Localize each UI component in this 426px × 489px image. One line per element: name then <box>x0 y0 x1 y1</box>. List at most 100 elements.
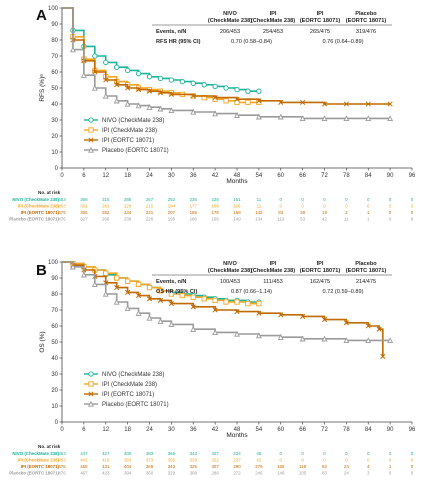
risk-value: 246 <box>255 471 263 476</box>
risk-value: 0 <box>323 204 326 209</box>
risk-value: 207 <box>168 210 176 215</box>
censor-mark <box>277 113 284 120</box>
table-cell: 0.70 (0.58–0.84) <box>231 39 272 45</box>
risk-value: 0 <box>389 217 392 222</box>
legend-marker <box>88 137 94 143</box>
x-tick-label: 60 <box>277 427 284 433</box>
risk-row-label: Placebo (EORTC 18071) <box>9 471 59 476</box>
table-col-header: IPI <box>317 261 324 267</box>
censor-mark <box>223 299 229 305</box>
censor-mark <box>245 88 251 94</box>
censor-mark <box>102 92 109 99</box>
censor-mark <box>234 299 240 305</box>
risk-value: 453 <box>58 458 66 463</box>
risk-value: 0 <box>389 451 392 456</box>
y-tick-label: 50 <box>51 340 58 346</box>
legend-marker <box>88 391 94 397</box>
risk-value: 427 <box>102 451 110 456</box>
table-row-label: OS HR (95% CI) <box>156 289 197 295</box>
x-tick-label: 6 <box>82 173 86 179</box>
censor-mark <box>321 115 328 122</box>
censor-mark <box>190 80 196 86</box>
risk-value: 267 <box>146 197 154 202</box>
risk-value: 0 <box>389 197 392 202</box>
risk-value: 42 <box>322 217 327 222</box>
risk-row-label: IPI (EORTC 18071) <box>21 464 60 469</box>
censor-mark <box>146 284 153 291</box>
censor-mark <box>245 99 251 106</box>
risk-value: 366 <box>168 451 176 456</box>
summary-table: NIVO(CheckMate 238)IPI(CheckMate 238)IPI… <box>152 261 392 295</box>
risk-value: 476 <box>58 471 66 476</box>
table-cell: 214/475 <box>356 279 376 285</box>
risk-row-label: NIVO (CheckMate 238) <box>12 197 59 202</box>
series-line <box>62 261 384 357</box>
x-axis-label: Months <box>226 432 248 439</box>
risk-value: 321 <box>80 204 88 209</box>
censor-mark <box>179 78 185 85</box>
risk-value: 252 <box>168 197 176 202</box>
censor-mark <box>256 310 262 316</box>
x-tick-label: 90 <box>387 427 394 433</box>
risk-value: 234 <box>233 451 241 456</box>
censor-mark <box>124 67 131 74</box>
risk-value: 53 <box>300 217 305 222</box>
risk-row-label: IPI (EORTC 18071) <box>21 210 60 215</box>
risk-value: 0 <box>367 451 370 456</box>
risk-value: 373 <box>146 458 154 463</box>
censor-mark <box>103 59 109 66</box>
censor-mark <box>255 332 262 339</box>
censor-mark <box>103 77 109 83</box>
x-tick-label: 78 <box>343 173 350 179</box>
censor-mark <box>157 90 163 96</box>
risk-table-header: No. at risk <box>38 190 61 195</box>
table-col-header: (CheckMate 238) <box>208 18 252 24</box>
risk-value: 166 <box>211 204 219 209</box>
y-tick-label: 20 <box>51 134 58 140</box>
censor-mark <box>157 297 163 303</box>
risk-value: 180 <box>190 217 198 222</box>
risk-value: 0 <box>411 210 414 215</box>
censor-mark <box>300 99 306 105</box>
censor-mark <box>70 263 76 270</box>
x-tick-label: 0 <box>60 427 64 433</box>
y-tick-label: 30 <box>51 372 58 378</box>
risk-value: 290 <box>233 464 241 469</box>
y-tick-label: 90 <box>51 276 58 282</box>
censor-mark <box>102 290 109 297</box>
risk-value: 339 <box>190 458 198 463</box>
legend-entry: Placebo (EORTC 18071) <box>102 148 169 154</box>
table-cell: 0.76 (0.64–0.89) <box>322 39 363 45</box>
censor-mark <box>277 333 284 340</box>
risk-value: 0 <box>411 451 414 456</box>
risk-value: 276 <box>255 464 263 469</box>
x-tick-label: 12 <box>102 173 109 179</box>
risk-value: 0 <box>389 204 392 209</box>
risk-value: 234 <box>124 210 132 215</box>
risk-value: 343 <box>190 451 198 456</box>
x-tick-label: 84 <box>365 427 372 433</box>
risk-value: 476 <box>58 217 66 222</box>
risk-value: 168 <box>277 464 285 469</box>
legend-marker <box>88 146 94 153</box>
censor-mark <box>146 103 153 110</box>
legend-entry: IPI (EORTC 18071) <box>102 392 154 398</box>
risk-value: 0 <box>323 451 326 456</box>
risk-value: 83 <box>278 210 283 215</box>
censor-mark <box>234 96 240 102</box>
censor-mark <box>343 115 350 122</box>
risk-value: 315 <box>102 197 110 202</box>
risk-value: 327 <box>211 451 219 456</box>
x-tick-label: 78 <box>343 427 350 433</box>
censor-mark <box>114 64 120 70</box>
censor-mark <box>190 108 197 115</box>
table-col-header: (EORTC 18071) <box>300 18 341 24</box>
risk-value: 177 <box>190 204 198 209</box>
x-tick-label: 24 <box>146 173 153 179</box>
y-tick-label: 60 <box>51 70 58 76</box>
censor-mark <box>365 323 371 329</box>
censor-mark <box>234 111 240 118</box>
risk-value: 329 <box>168 471 176 476</box>
risk-value: 0 <box>411 458 414 463</box>
